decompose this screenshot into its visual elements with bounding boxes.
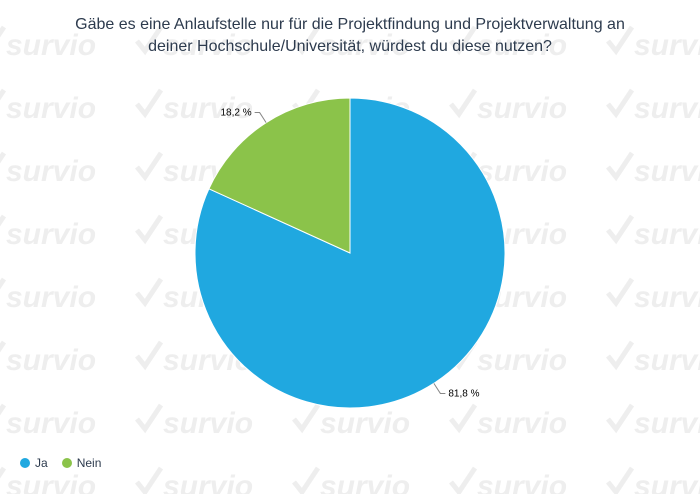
legend-item-nein[interactable]: Nein <box>61 456 102 470</box>
data-label-nein: 18,2 % <box>220 108 251 119</box>
legend: Ja Nein <box>20 456 101 470</box>
chart-title-line-2: deiner Hochschule/Universität, würdest d… <box>148 38 552 55</box>
legend-item-ja[interactable]: Ja <box>20 456 48 470</box>
legend-label-nein: Nein <box>76 456 102 470</box>
legend-label-ja: Ja <box>35 456 48 470</box>
legend-dot-ja <box>20 458 30 468</box>
chart-title: Gäbe es eine Anlaufstelle nur für die Pr… <box>0 14 700 58</box>
leader-line-ja <box>433 383 446 394</box>
leader-line-nein <box>254 112 267 123</box>
data-label-ja: 81,8 % <box>448 388 479 399</box>
legend-dot-nein <box>61 458 72 468</box>
pie-slice-nein[interactable] <box>208 97 351 254</box>
chart-title-line-1: Gäbe es eine Anlaufstelle nur für die Pr… <box>75 16 625 33</box>
